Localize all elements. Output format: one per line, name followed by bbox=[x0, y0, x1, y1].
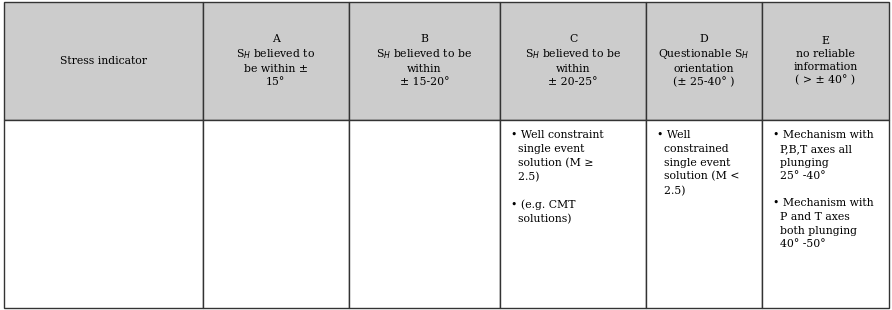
Text: • Well constraint
  single event
  solution (M ≥
  2.5)

• (e.g. CMT
  solutions: • Well constraint single event solution … bbox=[511, 131, 604, 224]
Text: C
S$_H$ believed to be
within
± 20-25°: C S$_H$ believed to be within ± 20-25° bbox=[525, 34, 621, 87]
Bar bbox=[500, 2, 646, 120]
Text: • Mechanism with
  P,B,T axes all
  plunging
  25° -40°

• Mechanism with
  P an: • Mechanism with P,B,T axes all plunging… bbox=[772, 131, 873, 249]
Bar bbox=[4, 2, 202, 120]
Bar bbox=[646, 120, 762, 308]
Text: A
S$_H$ believed to
be within ±
15°: A S$_H$ believed to be within ± 15° bbox=[236, 34, 316, 87]
Bar bbox=[646, 2, 762, 120]
Bar bbox=[762, 2, 889, 120]
Bar bbox=[500, 120, 646, 308]
Text: B
S$_H$ believed to be
within
± 15-20°: B S$_H$ believed to be within ± 15-20° bbox=[376, 34, 473, 87]
Bar bbox=[202, 120, 349, 308]
Bar bbox=[349, 2, 500, 120]
Bar bbox=[349, 120, 500, 308]
Text: D
Questionable S$_H$
orientation
(± 25-40° ): D Questionable S$_H$ orientation (± 25-4… bbox=[658, 34, 749, 88]
Text: E
no reliable
information
( > ± 40° ): E no reliable information ( > ± 40° ) bbox=[793, 36, 857, 85]
Text: • Well
  constrained
  single event
  solution (M <
  2.5): • Well constrained single event solution… bbox=[657, 131, 739, 196]
Bar bbox=[4, 120, 202, 308]
Bar bbox=[202, 2, 349, 120]
Bar bbox=[762, 120, 889, 308]
Text: Stress indicator: Stress indicator bbox=[60, 55, 147, 66]
